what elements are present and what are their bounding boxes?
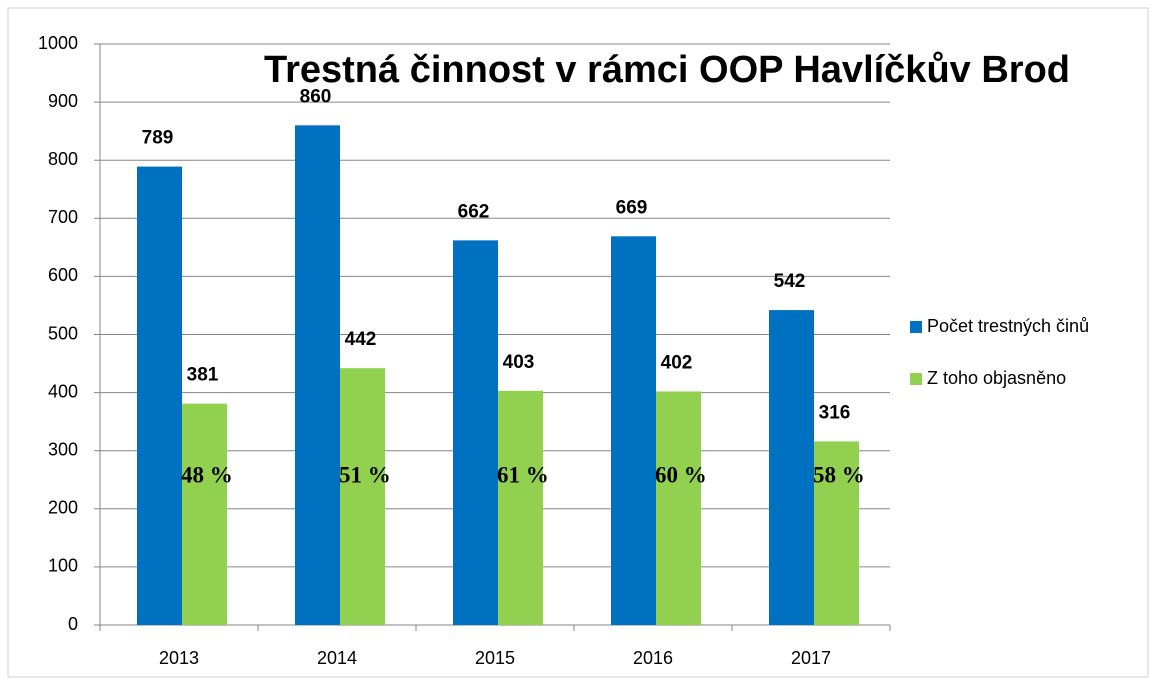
legend-swatch	[910, 321, 922, 333]
bar	[295, 125, 340, 625]
y-tick-label: 0	[68, 614, 78, 634]
legend-label: Počet trestných činů	[927, 316, 1089, 336]
bar	[340, 368, 385, 625]
value-label: 442	[345, 329, 377, 350]
value-label: 669	[616, 197, 648, 218]
percent-label: 58 %	[813, 462, 865, 487]
x-tick-label: 2013	[159, 648, 199, 668]
y-tick-label: 700	[48, 207, 78, 227]
value-label: 662	[458, 201, 490, 222]
percent-label: 61 %	[497, 462, 549, 487]
value-label: 542	[774, 271, 806, 292]
value-label: 789	[142, 128, 174, 149]
y-tick-label: 600	[48, 265, 78, 285]
bar	[182, 403, 227, 625]
percent-label: 48 %	[181, 462, 233, 487]
percent-label: 60 %	[655, 462, 707, 487]
y-tick-label: 900	[48, 91, 78, 111]
value-label: 316	[819, 402, 851, 423]
value-label: 402	[661, 352, 693, 373]
y-tick-label: 200	[48, 498, 78, 518]
percent-label: 51 %	[339, 462, 391, 487]
value-label: 381	[187, 365, 219, 386]
value-label: 860	[300, 86, 332, 107]
y-tick-label: 800	[48, 149, 78, 169]
bar	[814, 441, 859, 625]
y-tick-label: 100	[48, 556, 78, 576]
bar	[611, 236, 656, 625]
x-tick-label: 2017	[791, 648, 831, 668]
y-tick-label: 1000	[38, 33, 78, 53]
x-tick-label: 2014	[317, 648, 357, 668]
x-tick-label: 2016	[633, 648, 673, 668]
legend-swatch	[910, 373, 922, 385]
bar	[453, 240, 498, 626]
legend-label: Z toho objasněno	[927, 368, 1066, 388]
bar	[498, 390, 543, 625]
bar	[769, 310, 814, 625]
y-tick-label: 400	[48, 381, 78, 401]
chart-title: Trestná činnost v rámci OOP Havlíčkův Br…	[264, 49, 1070, 91]
bar	[137, 166, 182, 625]
y-tick-label: 500	[48, 323, 78, 343]
y-tick-label: 300	[48, 439, 78, 459]
value-label: 403	[503, 352, 535, 373]
x-tick-label: 2015	[475, 648, 515, 668]
chart-frame	[7, 7, 1149, 678]
bar	[656, 391, 701, 625]
